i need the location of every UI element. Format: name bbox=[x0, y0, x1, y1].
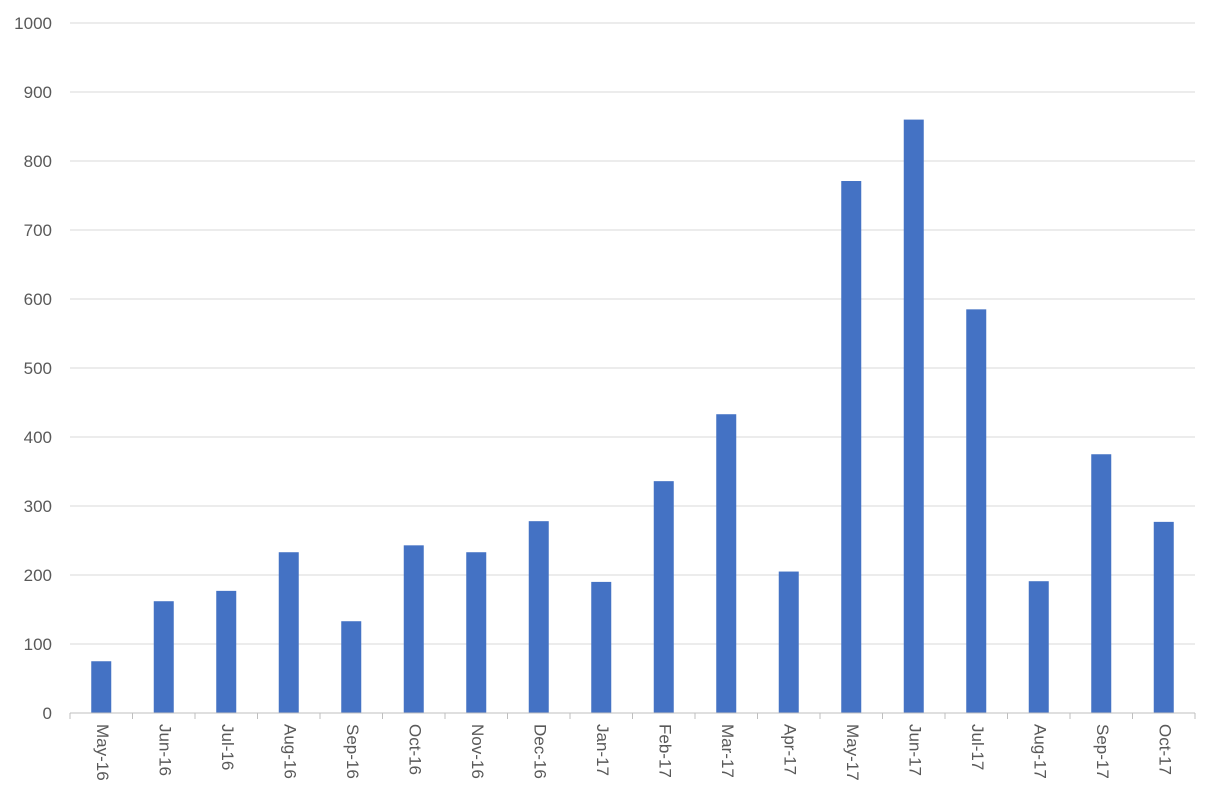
bar bbox=[153, 601, 174, 713]
x-tick-label: Jul-16 bbox=[218, 724, 237, 770]
x-tick-label: Jul-17 bbox=[968, 724, 987, 770]
y-tick-label: 800 bbox=[24, 152, 52, 171]
bar bbox=[1091, 454, 1112, 713]
y-tick-label: 900 bbox=[24, 83, 52, 102]
bar bbox=[653, 481, 674, 713]
bar bbox=[216, 590, 237, 713]
x-tick-label: Jun-17 bbox=[905, 724, 924, 776]
y-tick-label: 700 bbox=[24, 221, 52, 240]
x-tick-label: May-17 bbox=[843, 724, 862, 781]
x-tick-label: Aug-17 bbox=[1030, 724, 1049, 779]
y-tick-label: 200 bbox=[24, 566, 52, 585]
x-tick-label: Mar-17 bbox=[718, 724, 737, 778]
bar bbox=[966, 309, 987, 713]
bar bbox=[528, 521, 549, 713]
bar bbox=[778, 571, 799, 713]
bar bbox=[403, 545, 424, 713]
x-tick-label: Sep-17 bbox=[1093, 724, 1112, 779]
bar bbox=[91, 661, 112, 713]
y-tick-label: 100 bbox=[24, 635, 52, 654]
y-axis-tick-labels: 0 100 200 300 400 500 600 700 800 900 1000 bbox=[14, 14, 52, 723]
y-tick-label: 1000 bbox=[14, 14, 52, 33]
x-tick-label: Jun-16 bbox=[155, 724, 174, 776]
x-tick-label: Oct-17 bbox=[1155, 724, 1174, 775]
x-tick-label: Nov-16 bbox=[468, 724, 487, 779]
x-tick-label: Aug-16 bbox=[280, 724, 299, 779]
x-tick-label: Feb-17 bbox=[655, 724, 674, 778]
x-tick-label: Apr-17 bbox=[780, 724, 799, 775]
bar bbox=[278, 552, 299, 713]
x-tick-label: May-16 bbox=[93, 724, 112, 781]
bar bbox=[341, 621, 362, 713]
x-tick-label: Dec-16 bbox=[530, 724, 549, 779]
y-tick-label: 500 bbox=[24, 359, 52, 378]
bar bbox=[841, 181, 862, 713]
y-tick-label: 600 bbox=[24, 290, 52, 309]
x-axis bbox=[69, 712, 1196, 719]
bar bbox=[466, 552, 487, 713]
y-tick-label: 0 bbox=[43, 704, 52, 723]
x-axis-tick-labels: May-16 Jun-16 Jul-16 Aug-16 Sep-16 Oct-16 Nov-… bbox=[93, 724, 1175, 781]
bar bbox=[903, 119, 924, 714]
gridlines bbox=[70, 22, 1195, 645]
y-tick-label: 300 bbox=[24, 497, 52, 516]
bar bbox=[1028, 581, 1049, 713]
bar bbox=[716, 414, 737, 713]
x-tick-label: Jan-17 bbox=[593, 724, 612, 776]
bars bbox=[91, 119, 1174, 714]
bar bbox=[1153, 521, 1174, 713]
y-tick-label: 400 bbox=[24, 428, 52, 447]
x-tick-label: Oct-16 bbox=[405, 724, 424, 775]
x-tick-label: Sep-16 bbox=[343, 724, 362, 779]
bar bbox=[591, 581, 612, 713]
